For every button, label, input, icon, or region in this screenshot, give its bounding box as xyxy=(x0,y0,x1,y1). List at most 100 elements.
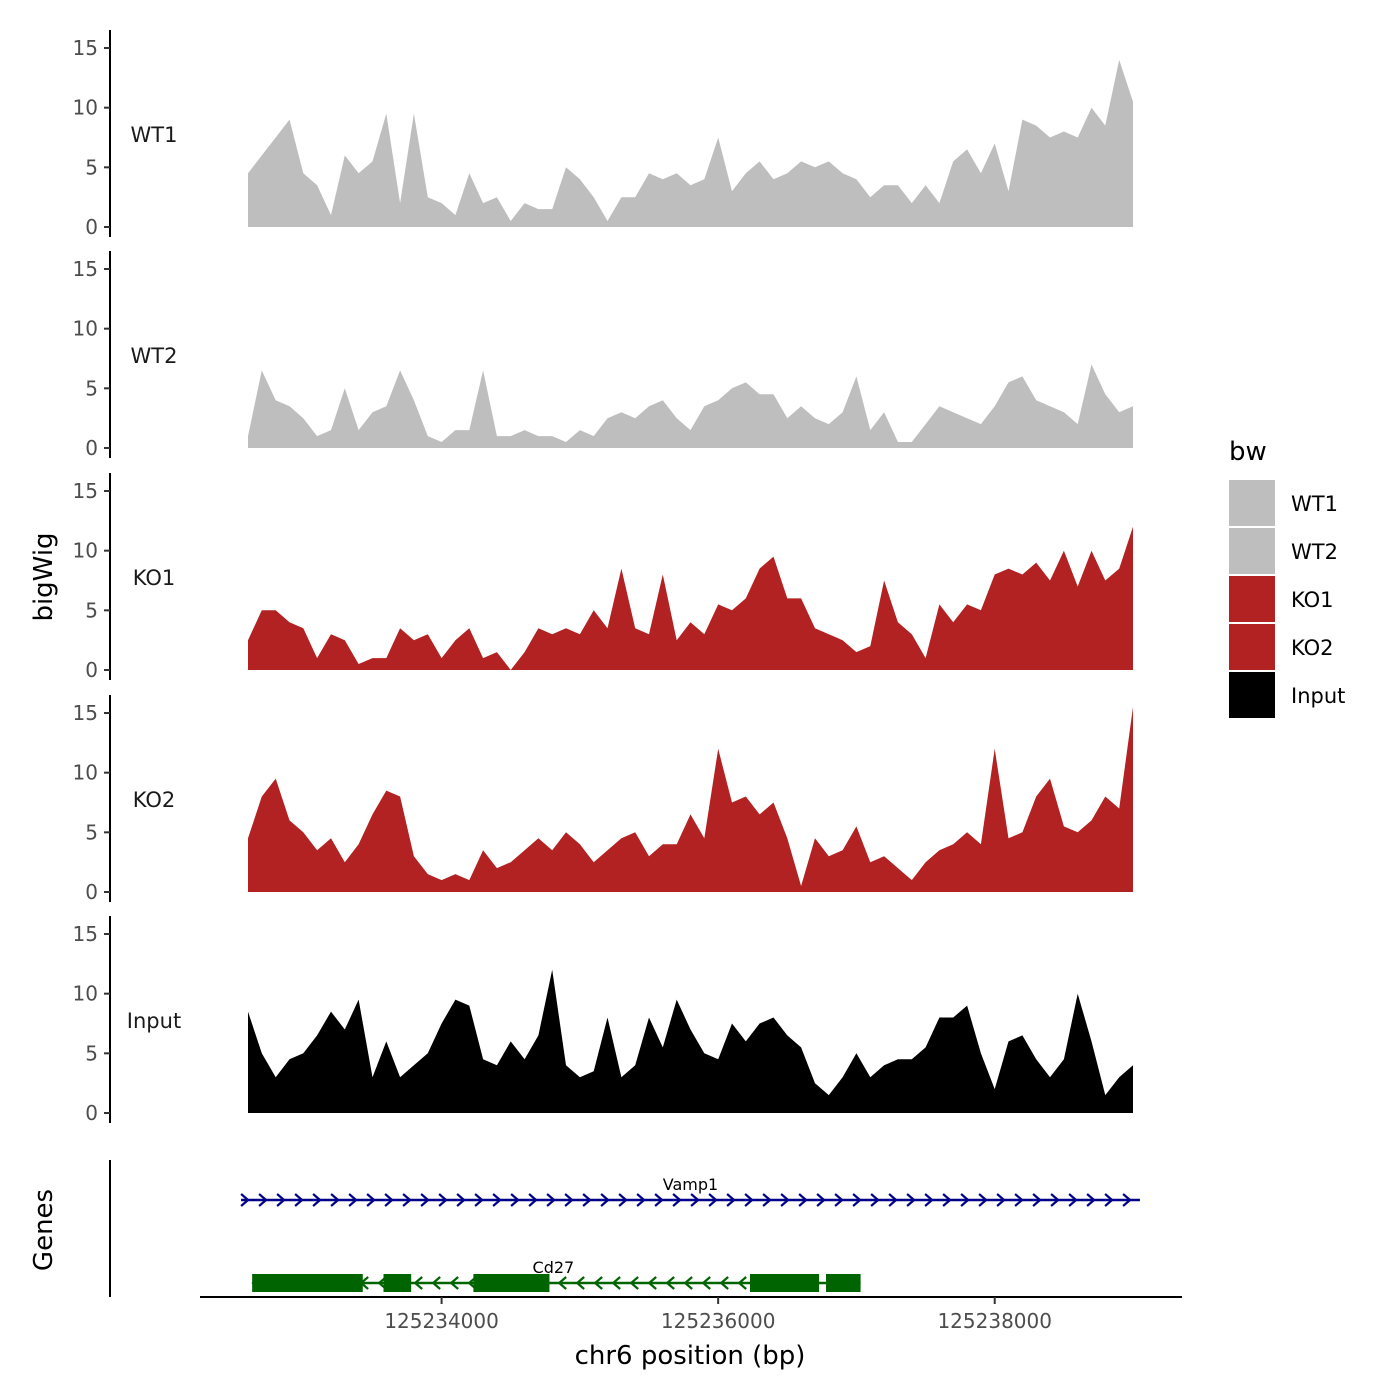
strand-chevron xyxy=(906,1193,916,1207)
strand-chevron xyxy=(492,1193,502,1207)
exon xyxy=(826,1274,861,1292)
y-tick-label: 10 xyxy=(73,761,98,785)
legend-key-ko2 xyxy=(1229,624,1275,670)
strand-chevron xyxy=(726,1193,736,1207)
legend-title: bw xyxy=(1229,437,1267,467)
exon xyxy=(252,1274,363,1292)
strand-chevron xyxy=(852,1193,862,1207)
strand-chevron xyxy=(312,1193,322,1207)
strand-chevron xyxy=(942,1193,952,1207)
strand-chevron xyxy=(593,1276,603,1290)
coverage-area-ko2 xyxy=(248,707,1133,892)
strand-chevron xyxy=(366,1193,376,1207)
strand-chevron xyxy=(780,1193,790,1207)
strand-chevron xyxy=(557,1276,567,1290)
coverage-area-ko1 xyxy=(248,526,1133,670)
y-tick-label: 10 xyxy=(73,317,98,341)
strand-chevron xyxy=(384,1193,394,1207)
y-tick-label: 15 xyxy=(73,479,98,503)
strand-chevron xyxy=(719,1276,729,1290)
gene-vamp1: Vamp1 xyxy=(240,1175,1140,1207)
legend-label: KO2 xyxy=(1291,636,1334,660)
strand-chevron xyxy=(654,1193,664,1207)
strand-chevron xyxy=(1122,1193,1132,1207)
y-tick-label: 15 xyxy=(73,36,98,60)
gene-cd27: Cd27 xyxy=(251,1258,861,1292)
strand-chevron xyxy=(1068,1193,1078,1207)
coverage-area-wt1 xyxy=(248,59,1133,228)
coverage-area-input xyxy=(248,969,1133,1113)
strand-chevron xyxy=(600,1193,610,1207)
legend-key-ko1 xyxy=(1229,576,1275,622)
strand-chevron xyxy=(510,1193,520,1207)
strand-chevron xyxy=(924,1193,934,1207)
strand-chevron xyxy=(636,1193,646,1207)
strand-chevron xyxy=(575,1276,585,1290)
strand-chevron xyxy=(978,1193,988,1207)
y-tick-label: 5 xyxy=(85,376,98,400)
strand-chevron xyxy=(1050,1193,1060,1207)
genes-panel: Vamp1 Cd27 xyxy=(109,1160,1140,1297)
strand-chevron xyxy=(798,1193,808,1207)
strand-chevron xyxy=(1032,1193,1042,1207)
strand-chevron xyxy=(348,1193,358,1207)
y-tick-label: 15 xyxy=(73,257,98,281)
strand-chevron xyxy=(1014,1193,1024,1207)
strand-chevron xyxy=(629,1276,639,1290)
strand-chevron xyxy=(240,1193,250,1207)
y-tick-label: 15 xyxy=(73,922,98,946)
track-label: WT2 xyxy=(131,344,178,368)
strand-chevron xyxy=(690,1193,700,1207)
x-tick-label: 125234000 xyxy=(384,1309,499,1333)
legend-key-input xyxy=(1229,672,1275,718)
y-tick-label: 0 xyxy=(85,880,98,904)
y-tick-label: 0 xyxy=(85,1101,98,1125)
strand-chevron xyxy=(834,1193,844,1207)
strand-chevron xyxy=(618,1193,628,1207)
legend: bw WT1 WT2 KO1 KO2 Input xyxy=(1229,437,1345,718)
strand-chevron xyxy=(276,1193,286,1207)
y-tick-label: 10 xyxy=(73,96,98,120)
track-ko1: 0 5 10 15 KO1 xyxy=(73,473,1133,682)
strand-chevron xyxy=(701,1276,711,1290)
track-label: Input xyxy=(127,1009,181,1033)
strand-chevron xyxy=(672,1193,682,1207)
strand-chevron xyxy=(996,1193,1006,1207)
track-input: 0 5 10 15 Input xyxy=(73,916,1133,1125)
y-tick-label: 5 xyxy=(85,1041,98,1065)
strand-chevron xyxy=(582,1193,592,1207)
strand-chevron xyxy=(528,1193,538,1207)
genes-axis-title: Genes xyxy=(29,1189,59,1271)
track-ko2: 0 5 10 15 KO2 xyxy=(73,695,1133,904)
track-label: WT1 xyxy=(131,123,178,147)
legend-label: KO1 xyxy=(1291,588,1334,612)
strand-chevron xyxy=(474,1193,484,1207)
strand-chevron xyxy=(564,1193,574,1207)
strand-chevron xyxy=(816,1193,826,1207)
x-axis-ticks: 125234000 125236000 125238000 xyxy=(384,1297,1052,1333)
gene-label: Cd27 xyxy=(533,1258,575,1277)
strand-chevron xyxy=(647,1276,657,1290)
y-tick-label: 0 xyxy=(85,436,98,460)
strand-chevron xyxy=(402,1193,412,1207)
coverage-tracks: 0 5 10 15 WT1 0 5 10 15 WT2 0 5 10 15 KO1 0 5 10 15 KO2 0 5 10… xyxy=(73,30,1133,1125)
legend-label: WT2 xyxy=(1291,540,1338,564)
strand-chevron xyxy=(431,1276,441,1290)
strand-chevron xyxy=(870,1193,880,1207)
strand-chevron xyxy=(456,1193,466,1207)
strand-chevron xyxy=(413,1276,423,1290)
exon xyxy=(749,1274,820,1292)
x-tick-label: 125236000 xyxy=(661,1309,776,1333)
y-tick-label: 10 xyxy=(73,982,98,1006)
y-axis-title: bigWig xyxy=(29,532,59,621)
strand-chevron xyxy=(683,1276,693,1290)
strand-chevron xyxy=(611,1276,621,1290)
y-tick-label: 5 xyxy=(85,820,98,844)
strand-chevron xyxy=(294,1193,304,1207)
legend-label: WT1 xyxy=(1291,492,1338,516)
track-label: KO1 xyxy=(133,566,176,590)
y-tick-label: 0 xyxy=(85,215,98,239)
legend-key-wt1 xyxy=(1229,480,1275,526)
strand-chevron xyxy=(1104,1193,1114,1207)
